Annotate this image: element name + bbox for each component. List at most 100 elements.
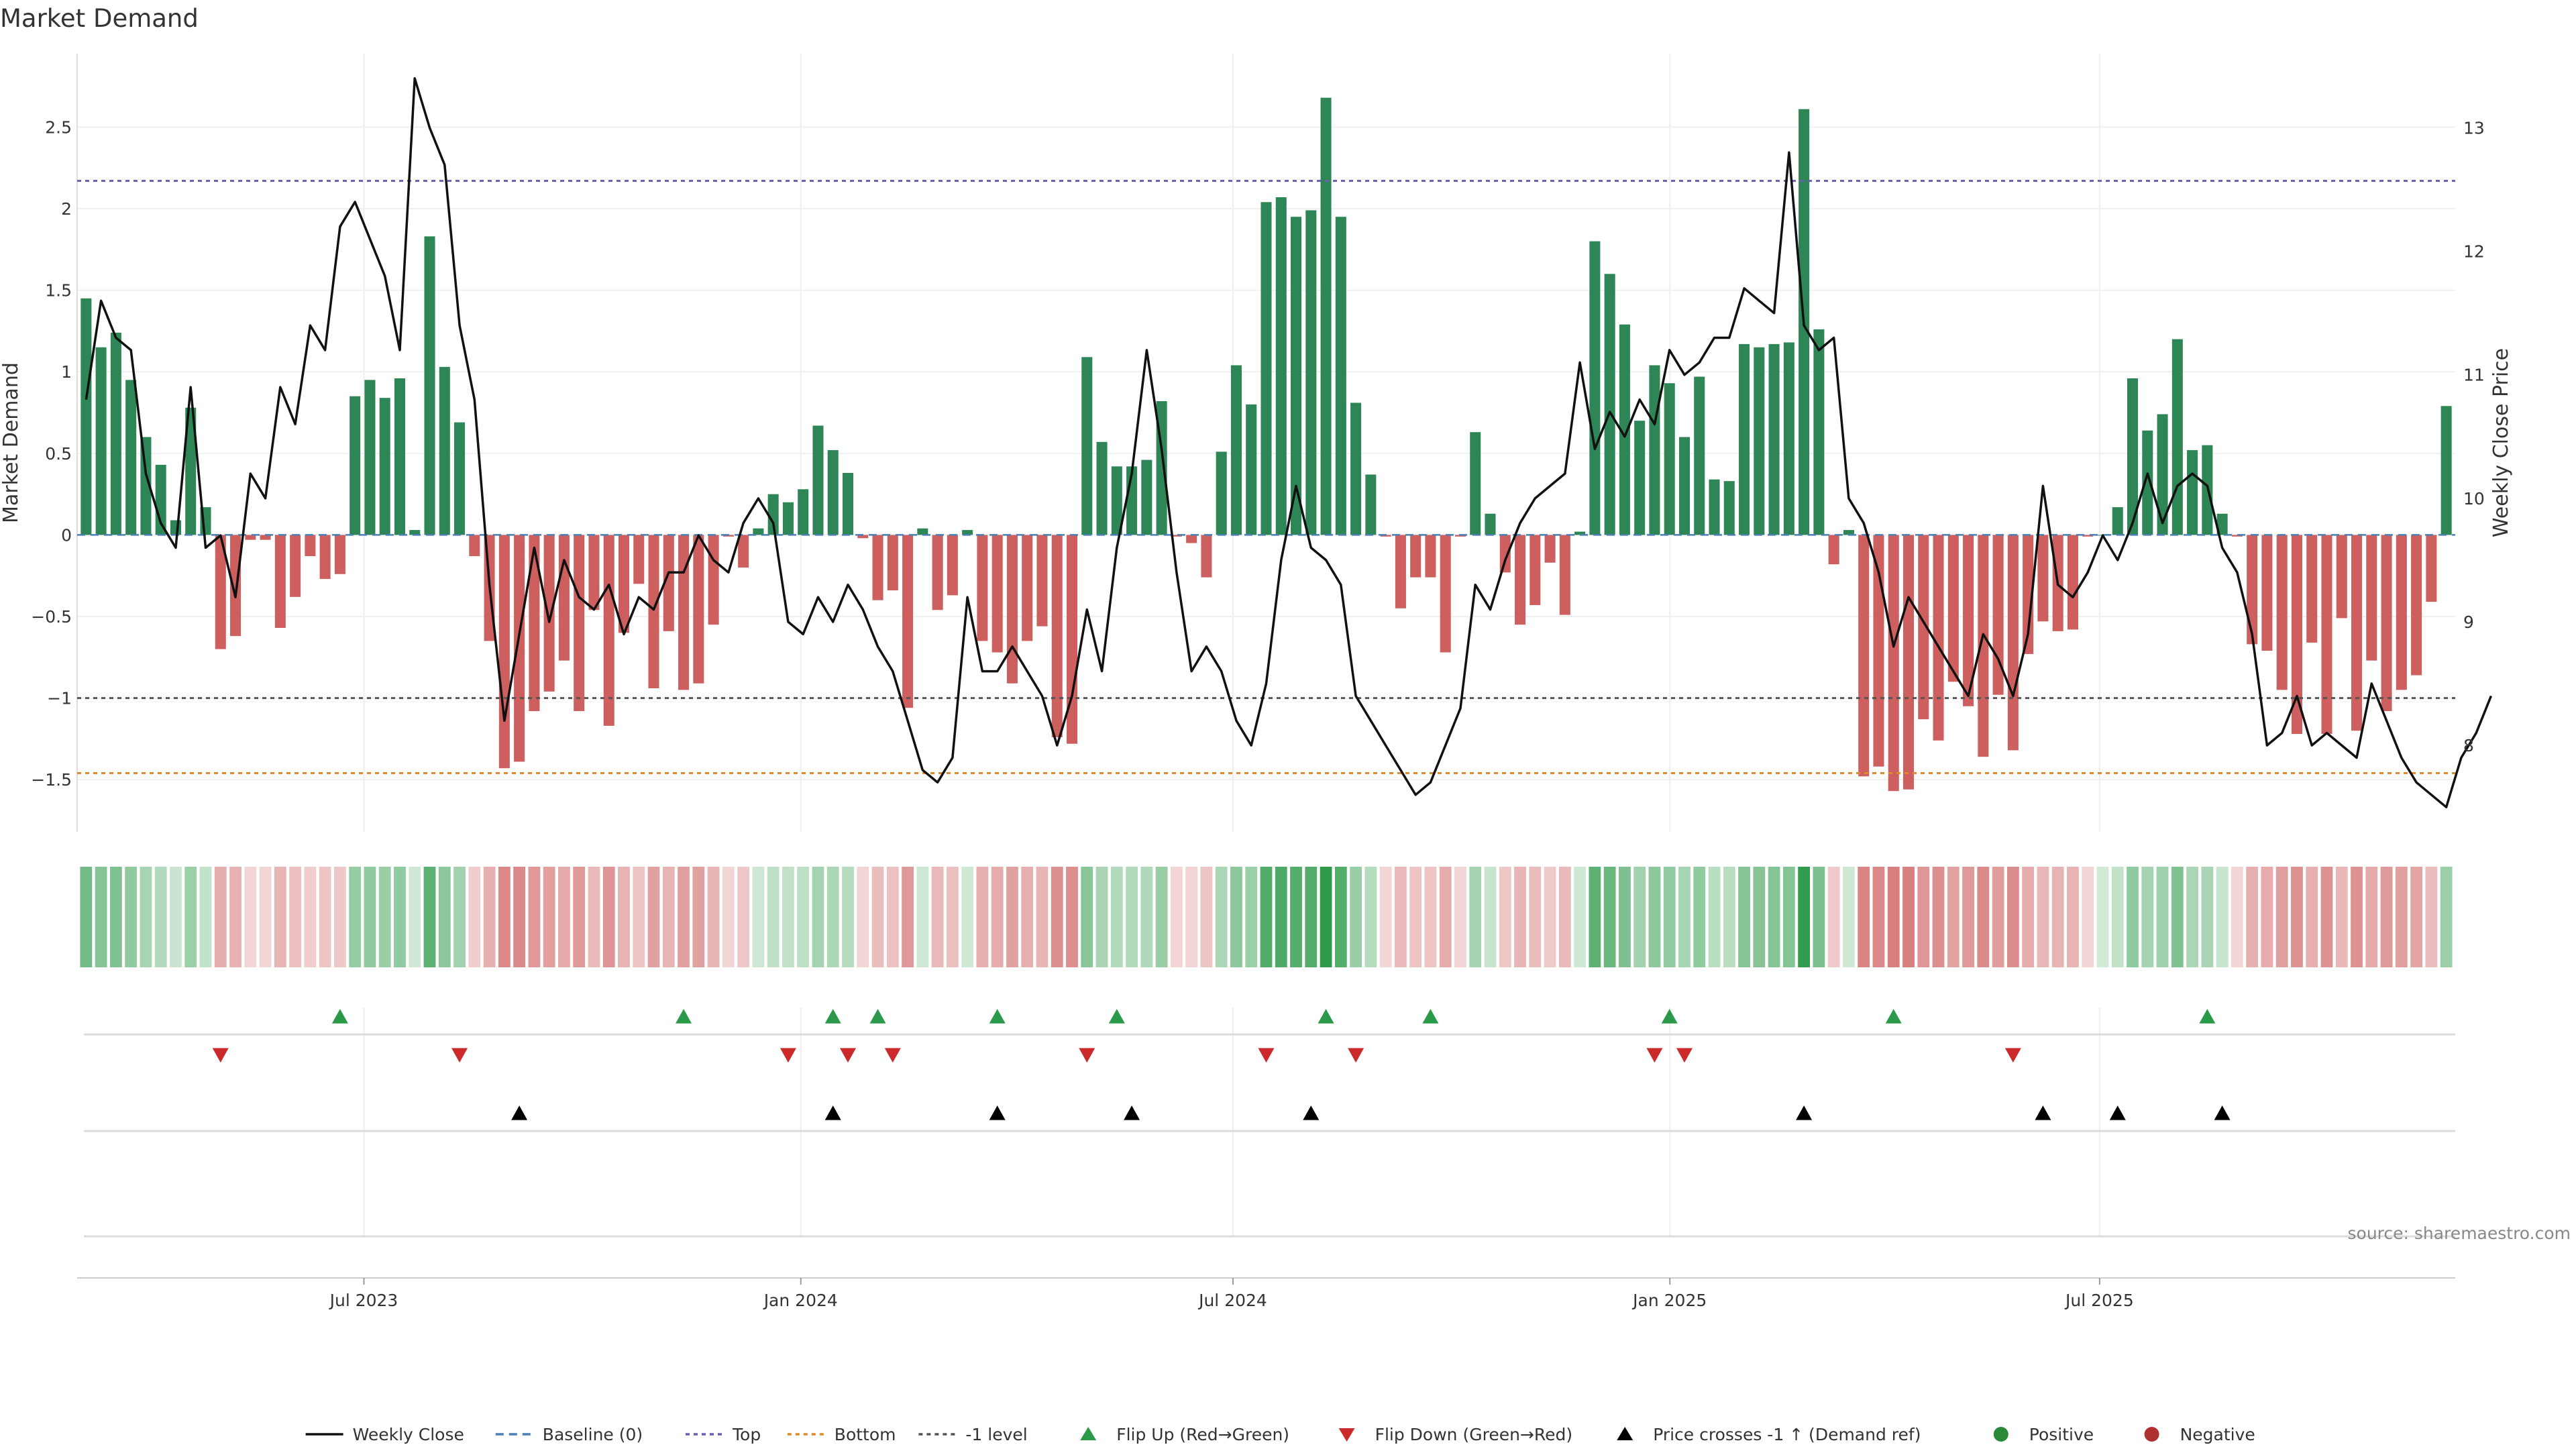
source-note: source: sharemaestro.com bbox=[2348, 1224, 2571, 1243]
demand-bar bbox=[1544, 535, 1556, 563]
heat-cell bbox=[1902, 867, 1915, 967]
heat-cell bbox=[2201, 867, 2214, 967]
y-left-ticks: −1.5 −1 −0.5 0 0.5 1 1.5 2 2.5 bbox=[31, 117, 72, 790]
demand-bar bbox=[827, 449, 839, 535]
demand-bar bbox=[125, 380, 137, 535]
flip-up-marker bbox=[676, 1009, 692, 1024]
heat-cell bbox=[1813, 867, 1825, 967]
demand-bar bbox=[2037, 535, 2049, 622]
heat-cell bbox=[378, 867, 391, 967]
heat-cell bbox=[140, 867, 152, 967]
demand-bar bbox=[1619, 324, 1630, 535]
demand-bar bbox=[2261, 535, 2273, 651]
heat-cell bbox=[1887, 867, 1900, 967]
heat-cell bbox=[1051, 867, 1063, 967]
demand-bar bbox=[1485, 513, 1496, 535]
flip-down-marker bbox=[1258, 1048, 1275, 1063]
demand-bar bbox=[618, 535, 630, 633]
heat-cell bbox=[1574, 867, 1587, 967]
demand-bar bbox=[887, 535, 898, 591]
heat-cell bbox=[274, 867, 286, 967]
bars-group bbox=[80, 97, 2452, 792]
demand-bar bbox=[633, 535, 645, 584]
demand-bar bbox=[1604, 274, 1615, 535]
legend-label: -1 level bbox=[965, 1425, 1027, 1444]
heat-cell bbox=[1409, 867, 1422, 967]
demand-bar bbox=[648, 535, 659, 688]
heat-cell bbox=[1589, 867, 1601, 967]
heat-cell bbox=[423, 867, 436, 967]
demand-bar bbox=[2007, 535, 2019, 751]
demand-bar bbox=[334, 535, 345, 574]
demand-bar bbox=[1559, 535, 1570, 615]
legend-label: Negative bbox=[2180, 1425, 2255, 1444]
heat-cell bbox=[1230, 867, 1242, 967]
price-cross-marker bbox=[1303, 1106, 1320, 1120]
heat-cell bbox=[2186, 867, 2198, 967]
demand-bar bbox=[1678, 437, 1690, 535]
legend-item: Negative bbox=[2144, 1425, 2255, 1444]
demand-bar bbox=[738, 535, 749, 568]
heat-cell bbox=[1872, 867, 1885, 967]
heat-cell bbox=[2351, 867, 2363, 967]
x-tick-label: Jan 2025 bbox=[1631, 1291, 1707, 1310]
heat-cell bbox=[767, 867, 780, 967]
heat-cell bbox=[1782, 867, 1795, 967]
heat-cell bbox=[2380, 867, 2393, 967]
x-tick-label: Jul 2023 bbox=[329, 1291, 398, 1310]
flip-down-marker bbox=[1646, 1048, 1663, 1063]
y-axis-left-label: Market Demand bbox=[0, 362, 23, 523]
heat-cell bbox=[1917, 867, 1930, 967]
heat-cell bbox=[80, 867, 93, 967]
demand-bar bbox=[2157, 414, 2168, 535]
heat-cell bbox=[1514, 867, 1526, 967]
y-right-ticks: 8 9 10 11 12 13 bbox=[2463, 118, 2485, 755]
flip-up-marker bbox=[1885, 1009, 1902, 1024]
flip-up-marker bbox=[2199, 1009, 2216, 1024]
price-cross-marker bbox=[1124, 1106, 1140, 1120]
heat-cell bbox=[409, 867, 421, 967]
heat-cell bbox=[1469, 867, 1482, 967]
demand-bar bbox=[2171, 339, 2183, 535]
y-right-tick-label: 12 bbox=[2463, 242, 2485, 262]
demand-bar bbox=[514, 535, 525, 762]
demand-bar bbox=[1515, 535, 1526, 625]
x-tick-label: Jul 2024 bbox=[1197, 1291, 1267, 1310]
heat-cell bbox=[1753, 867, 1766, 967]
heat-cell bbox=[991, 867, 1004, 967]
legend-item: Weekly Close bbox=[305, 1425, 464, 1444]
heat-cell bbox=[602, 867, 615, 967]
heat-cell bbox=[826, 867, 839, 967]
flip-up-marker bbox=[869, 1009, 886, 1024]
demand-bar bbox=[2306, 535, 2318, 643]
heat-cell bbox=[946, 867, 959, 967]
legend-label: Baseline (0) bbox=[543, 1425, 643, 1444]
demand-bar bbox=[543, 535, 555, 692]
demand-bar bbox=[812, 425, 824, 535]
heat-cell bbox=[259, 867, 272, 967]
demand-bar bbox=[498, 535, 510, 769]
demand-bar bbox=[1694, 376, 1705, 535]
heat-cell bbox=[2425, 867, 2438, 967]
heat-cell bbox=[1484, 867, 1497, 967]
flip-up-marker bbox=[1318, 1009, 1334, 1024]
heat-cell bbox=[2006, 867, 2019, 967]
legend-item: Price crosses -1 ↑ (Demand ref) bbox=[1617, 1425, 1921, 1444]
heat-cell bbox=[707, 867, 720, 967]
y-left-tick-label: −1 bbox=[47, 689, 72, 708]
legend-item: Positive bbox=[1993, 1425, 2094, 1444]
heat-cell bbox=[394, 867, 406, 967]
demand-bar bbox=[1499, 535, 1511, 573]
heat-cell bbox=[692, 867, 705, 967]
heat-cell bbox=[1364, 867, 1377, 967]
demand-bar bbox=[977, 535, 988, 641]
heat-cell bbox=[618, 867, 630, 967]
demand-bar bbox=[767, 494, 779, 535]
heat-cell bbox=[1215, 867, 1228, 967]
heat-cell bbox=[229, 867, 241, 967]
demand-bar bbox=[1828, 535, 1839, 565]
demand-bar bbox=[1783, 342, 1794, 535]
heat-cell bbox=[1633, 867, 1646, 967]
demand-bar bbox=[1440, 535, 1451, 653]
heat-cell bbox=[2216, 867, 2229, 967]
